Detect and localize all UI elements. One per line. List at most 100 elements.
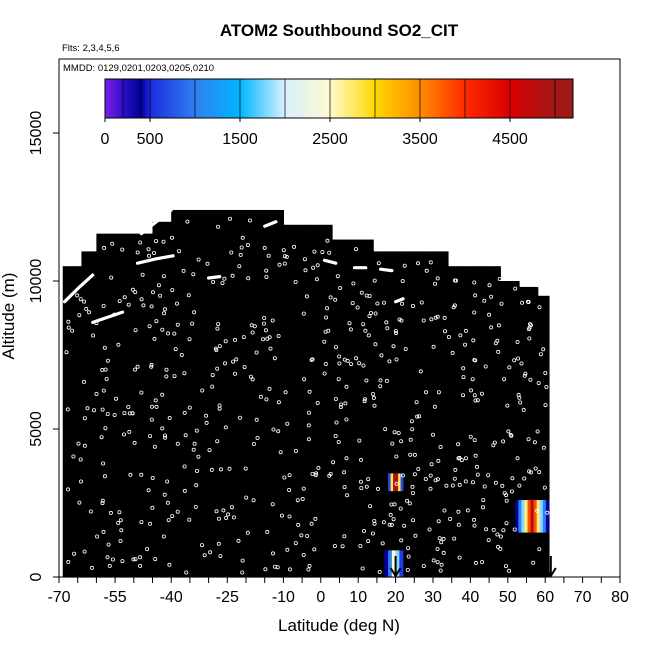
sample-point xyxy=(103,367,108,372)
sample-point xyxy=(236,538,241,543)
sample-point xyxy=(238,252,243,257)
heatmap-cell xyxy=(373,340,387,353)
heatmap-cell xyxy=(121,565,135,578)
heatmap-cell xyxy=(497,273,501,286)
heatmap-cell xyxy=(93,251,97,263)
sample-point xyxy=(402,523,407,528)
colorbar-segment xyxy=(551,79,554,118)
sample-point xyxy=(175,441,180,446)
colorbar-segment xyxy=(135,79,138,118)
sample-point xyxy=(182,464,187,469)
heatmap-cell xyxy=(373,329,387,342)
sample-point xyxy=(441,550,446,555)
heatmap-cell xyxy=(96,262,110,274)
heatmap-cell xyxy=(257,374,271,387)
heatmap-cell xyxy=(269,363,283,376)
sample-point xyxy=(285,421,290,426)
colorbar-segment xyxy=(400,79,403,118)
heatmap-cell xyxy=(245,532,259,544)
sample-point xyxy=(486,473,491,478)
heatmap-cell xyxy=(171,565,185,578)
sample-point xyxy=(406,554,411,559)
heatmap-cell xyxy=(96,250,110,263)
heatmap-cell xyxy=(385,273,399,286)
sample-point xyxy=(362,399,367,404)
heatmap-cell xyxy=(282,430,284,443)
heatmap-cell xyxy=(512,340,520,353)
sample-point xyxy=(109,275,114,280)
sample-point xyxy=(461,375,466,380)
sample-point xyxy=(474,464,479,469)
colorbar-frame xyxy=(104,78,574,119)
heatmap-cell xyxy=(295,318,309,331)
sample-point xyxy=(191,272,196,277)
heatmap-cell xyxy=(519,532,532,544)
sample-point xyxy=(457,555,462,560)
heatmap-cell xyxy=(410,307,424,319)
heatmap-cell xyxy=(320,250,333,263)
sample-point xyxy=(396,430,401,435)
sample-point xyxy=(496,323,501,328)
sample-point xyxy=(335,274,340,279)
heatmap-cell xyxy=(447,340,449,353)
colorbar-segment xyxy=(211,79,214,118)
heatmap-cell xyxy=(537,565,550,578)
sample-point xyxy=(278,450,283,455)
x-tick-label: -40 xyxy=(160,589,183,606)
heatmap-cell xyxy=(410,487,424,499)
heatmap-cell xyxy=(447,374,461,387)
enhancement-cell xyxy=(527,500,531,533)
heatmap-cell xyxy=(257,408,271,421)
heatmap-cell xyxy=(152,554,166,567)
heatmap-cell xyxy=(171,239,185,252)
heatmap-cell xyxy=(308,442,322,454)
sample-point xyxy=(314,471,319,476)
heatmap-cell xyxy=(62,565,76,578)
sample-point xyxy=(84,306,89,311)
sample-point xyxy=(110,241,115,246)
sample-point xyxy=(435,547,440,552)
heatmap-cell xyxy=(171,250,185,263)
heatmap-cell xyxy=(332,520,345,533)
heatmap-cell xyxy=(447,408,449,421)
heatmap-cell xyxy=(183,363,197,376)
heatmap-cell xyxy=(537,352,550,364)
heatmap-cell xyxy=(369,408,374,421)
heatmap-cell xyxy=(295,224,309,229)
sample-point xyxy=(410,427,415,432)
heatmap-cell xyxy=(460,352,474,364)
heatmap-cell xyxy=(245,329,259,342)
enhancement-cell xyxy=(521,500,525,533)
heatmap-cell xyxy=(369,363,374,376)
sample-point xyxy=(152,336,157,341)
heatmap-cell xyxy=(108,498,122,511)
colorbar-segment xyxy=(326,79,329,118)
sample-point xyxy=(536,381,541,386)
heatmap-cell xyxy=(171,464,185,477)
heatmap-cell xyxy=(484,385,498,398)
heatmap-cell xyxy=(282,352,284,364)
heatmap-cell xyxy=(460,385,474,398)
heatmap-cell xyxy=(484,543,498,556)
heatmap-cell xyxy=(447,273,449,286)
heatmap-cell xyxy=(373,397,387,409)
heatmap-cell xyxy=(434,453,448,466)
heatmap-cell xyxy=(75,295,83,308)
sample-point xyxy=(66,325,71,330)
heatmap-cell xyxy=(320,532,333,544)
sample-point xyxy=(210,384,215,389)
sample-point xyxy=(132,367,137,372)
heatmap-cell xyxy=(447,363,461,376)
heatmap-cell xyxy=(519,430,532,443)
heatmap-cell xyxy=(434,397,448,409)
colorbar-segment xyxy=(322,79,326,118)
heatmap-cell xyxy=(220,487,234,499)
colorbar-segment xyxy=(225,79,228,118)
heatmap-cell xyxy=(62,509,76,522)
sample-point xyxy=(222,276,227,281)
sample-point xyxy=(381,520,386,525)
heatmap-cell xyxy=(75,363,83,376)
heatmap-cell xyxy=(183,307,197,319)
sample-point xyxy=(282,254,287,259)
heatmap-cell xyxy=(472,554,486,567)
